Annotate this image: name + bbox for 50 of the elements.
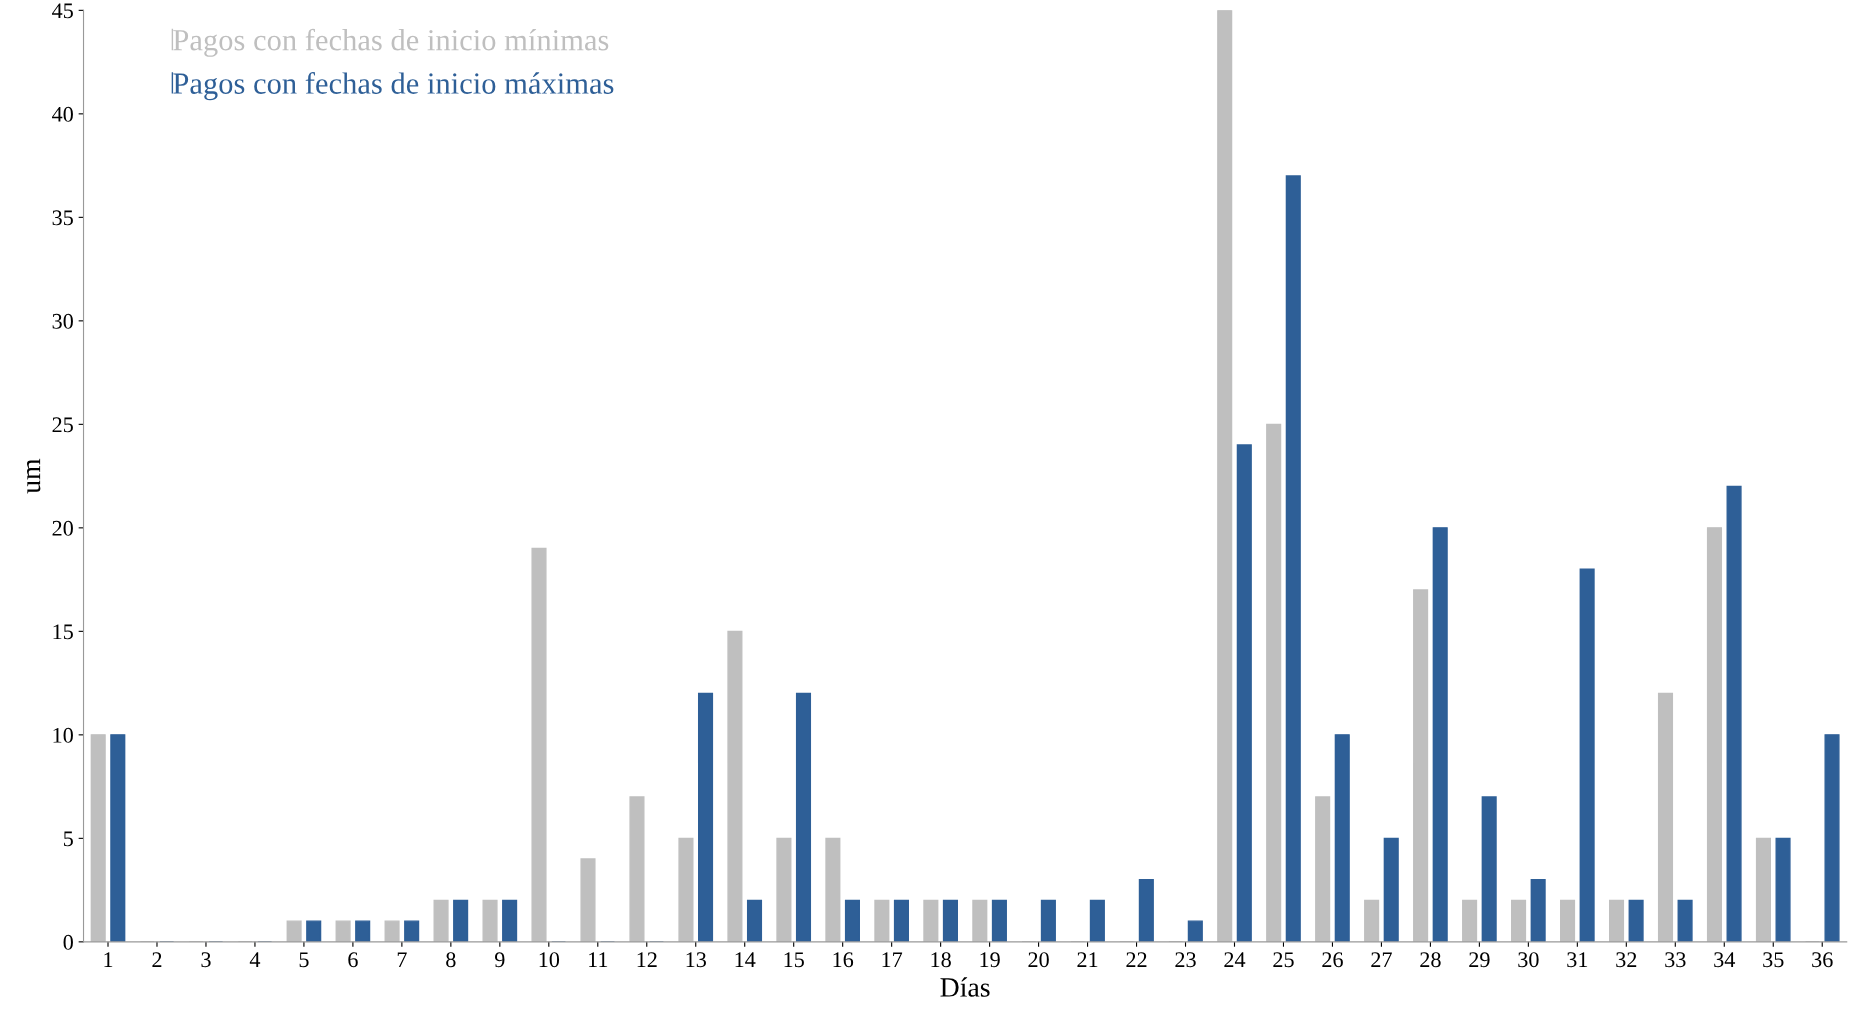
x-tick-label: 28 bbox=[1420, 952, 1441, 968]
x-tick-label: 7 bbox=[397, 952, 407, 967]
x-tick-label: 22 bbox=[1126, 952, 1147, 967]
y-tick-label: 40 bbox=[52, 106, 73, 122]
x-tick-label: 17 bbox=[882, 952, 903, 967]
x-tick-label: 30 bbox=[1518, 952, 1539, 968]
x-tick-label: 23 bbox=[1175, 952, 1196, 968]
x-tick-label: 32 bbox=[1616, 952, 1637, 968]
x-tick-label: 26 bbox=[1322, 952, 1343, 968]
x-tick-label: 2 bbox=[152, 952, 162, 967]
x-tick-label: 20 bbox=[1028, 952, 1049, 968]
x-tick-label: 33 bbox=[1665, 952, 1686, 968]
x-tick-label: 4 bbox=[249, 952, 261, 967]
x-tick-label: 3 bbox=[201, 952, 211, 968]
x-tick-label: 34 bbox=[1714, 952, 1736, 968]
x-tick-label: 27 bbox=[1371, 952, 1392, 967]
x-tick-label: 24 bbox=[1224, 952, 1246, 967]
x-tick-label: 9 bbox=[494, 952, 505, 968]
x-tick-label: 13 bbox=[686, 952, 706, 968]
legend-label: Pagos con fechas de inicio máximas bbox=[173, 72, 614, 101]
x-tick-label: 29 bbox=[1469, 952, 1490, 968]
legend-label: Pagos con fechas de inicio mínimas bbox=[173, 28, 609, 57]
y-tick-label: 25 bbox=[52, 417, 73, 433]
x-tick-label: 16 bbox=[833, 952, 854, 968]
y-tick-label: 20 bbox=[52, 520, 73, 536]
y-tick-label: 15 bbox=[53, 624, 73, 640]
y-tick-label: 0 bbox=[63, 934, 73, 950]
y-tick-label: 30 bbox=[52, 313, 73, 329]
x-tick-label: 6 bbox=[348, 952, 358, 968]
x-tick-label: 35 bbox=[1763, 952, 1784, 968]
x-tick-label: 25 bbox=[1273, 952, 1294, 968]
x-axis-title: Días bbox=[940, 977, 990, 997]
x-tick-label: 1 bbox=[104, 952, 113, 967]
x-tick-label: 21 bbox=[1077, 952, 1098, 967]
x-tick-label: 11 bbox=[589, 952, 608, 967]
x-tick-label: 15 bbox=[784, 952, 804, 968]
y-tick-label: 35 bbox=[52, 210, 73, 226]
y-tick-label: 5 bbox=[63, 831, 73, 847]
x-tick-label: 36 bbox=[1812, 952, 1833, 968]
x-tick-label: 10 bbox=[539, 952, 560, 968]
y-axis-title: um bbox=[27, 458, 41, 494]
x-tick-label: 8 bbox=[446, 952, 456, 968]
x-tick-label: 31 bbox=[1567, 952, 1588, 968]
x-tick-label: 12 bbox=[637, 952, 657, 967]
x-tick-label: 5 bbox=[299, 952, 309, 968]
x-tick-label: 14 bbox=[735, 952, 756, 967]
y-tick-label: 45 bbox=[52, 3, 73, 19]
x-tick-label: 19 bbox=[980, 952, 1000, 968]
y-tick-label: 10 bbox=[53, 727, 73, 743]
x-tick-label: 18 bbox=[931, 952, 951, 968]
